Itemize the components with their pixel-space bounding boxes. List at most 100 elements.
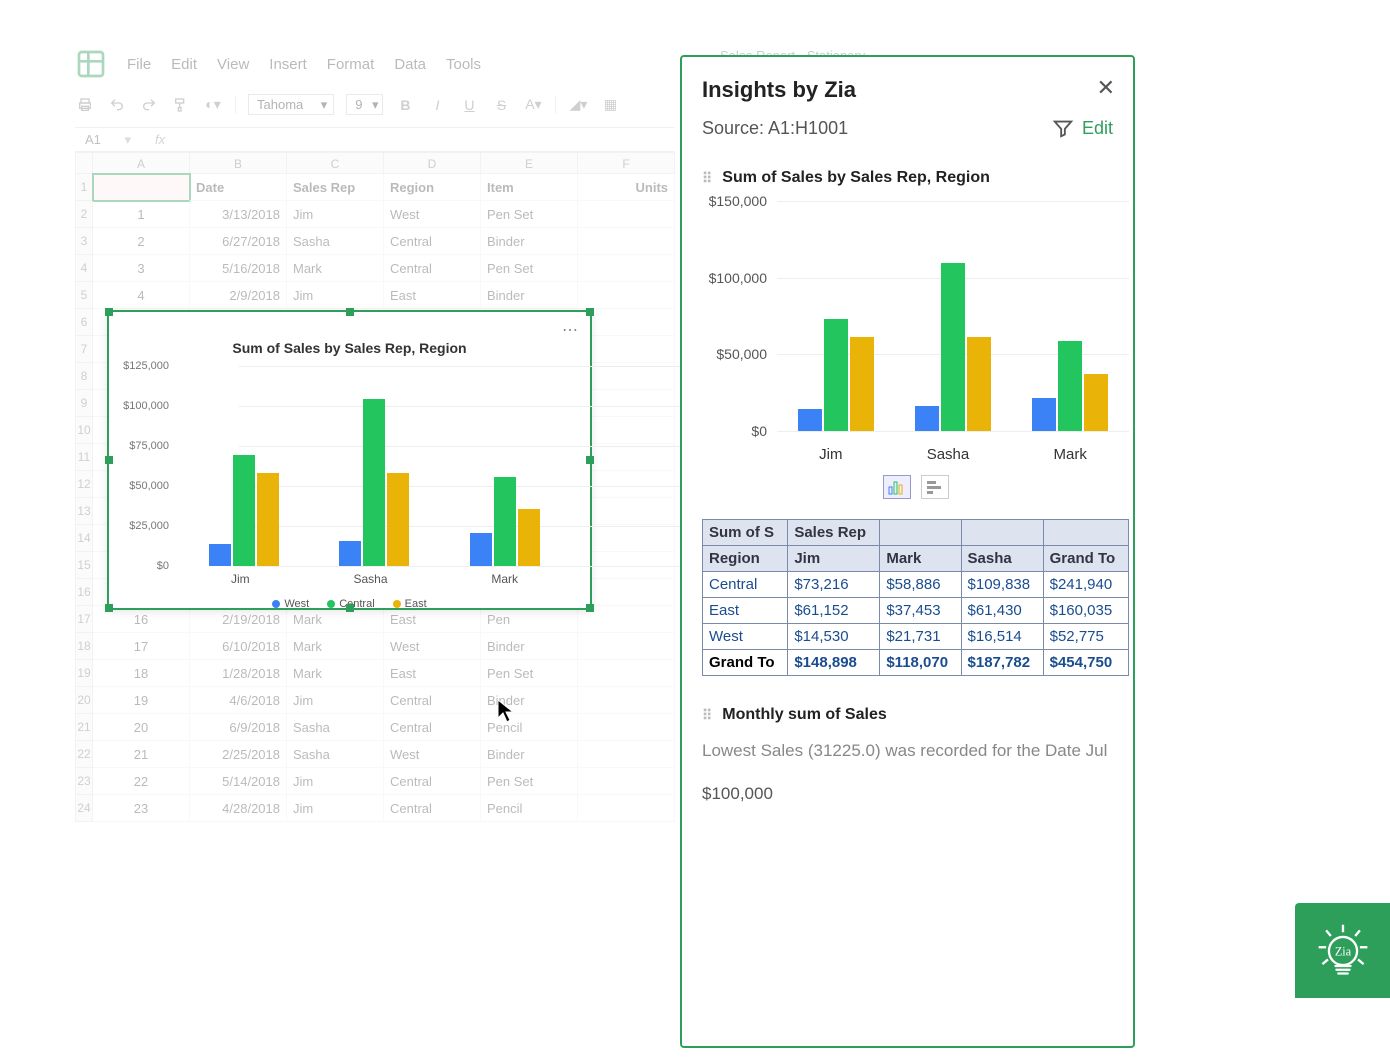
menu-file[interactable]: File <box>127 56 151 73</box>
cell[interactable]: Region <box>384 174 481 201</box>
cell[interactable] <box>578 579 675 606</box>
cell[interactable]: Pen Set <box>481 768 578 795</box>
cell[interactable] <box>578 741 675 768</box>
cell[interactable]: Jim <box>287 201 384 228</box>
cell[interactable]: Mark <box>287 660 384 687</box>
cell[interactable]: Pen <box>481 606 578 633</box>
col-header[interactable]: C <box>287 152 384 174</box>
cell[interactable]: West <box>384 201 481 228</box>
cell[interactable]: Central <box>384 714 481 741</box>
cell[interactable]: Pencil <box>481 714 578 741</box>
close-icon[interactable]: ✕ <box>1097 75 1115 101</box>
cell[interactable]: Date <box>190 174 287 201</box>
row-header[interactable]: 13 <box>75 498 93 525</box>
cell[interactable]: Binder <box>481 633 578 660</box>
cell[interactable] <box>578 282 675 309</box>
cell[interactable] <box>578 255 675 282</box>
edit-button[interactable]: Edit <box>1052 117 1113 139</box>
cell[interactable]: 23 <box>93 795 190 822</box>
fill-color-icon[interactable]: ◢▾ <box>568 95 588 115</box>
row-header[interactable]: 1 <box>75 174 93 201</box>
cell[interactable]: East <box>384 606 481 633</box>
cell[interactable] <box>578 390 675 417</box>
col-header[interactable]: B <box>190 152 287 174</box>
cell[interactable]: Binder <box>481 741 578 768</box>
underline-icon[interactable]: U <box>459 95 479 115</box>
cell[interactable]: West <box>384 633 481 660</box>
cell[interactable]: Mark <box>287 606 384 633</box>
col-header[interactable]: A <box>93 152 190 174</box>
text-color-icon[interactable]: A▾ <box>523 95 543 115</box>
cell[interactable]: Pen Set <box>481 201 578 228</box>
embedded-chart[interactable]: ⋯ Sum of Sales by Sales Rep, Region $125… <box>107 310 592 610</box>
row-header[interactable]: 7 <box>75 336 93 363</box>
row-header[interactable]: 6 <box>75 309 93 336</box>
cell[interactable]: Mark <box>287 633 384 660</box>
menu-view[interactable]: View <box>217 56 249 73</box>
cell[interactable]: Central <box>384 228 481 255</box>
cell[interactable] <box>578 633 675 660</box>
cell[interactable] <box>578 498 675 525</box>
cell[interactable]: West <box>384 741 481 768</box>
cell[interactable]: Jim <box>287 687 384 714</box>
cell[interactable] <box>93 174 190 201</box>
borders-icon[interactable]: ▦ <box>600 95 620 115</box>
cell[interactable]: Central <box>384 795 481 822</box>
menu-data[interactable]: Data <box>394 56 426 73</box>
cell[interactable] <box>578 363 675 390</box>
strike-icon[interactable]: S <box>491 95 511 115</box>
cell[interactable]: 1 <box>93 201 190 228</box>
cell[interactable]: 5/16/2018 <box>190 255 287 282</box>
cell[interactable]: Pen Set <box>481 660 578 687</box>
bold-icon[interactable]: B <box>395 95 415 115</box>
cell[interactable]: 22 <box>93 768 190 795</box>
cell[interactable]: 2 <box>93 228 190 255</box>
cell[interactable] <box>578 714 675 741</box>
row-header[interactable]: 21 <box>75 714 93 741</box>
row-header[interactable]: 9 <box>75 390 93 417</box>
row-header[interactable]: 12 <box>75 471 93 498</box>
cell[interactable] <box>578 471 675 498</box>
font-size-select[interactable]: 9 ▾ <box>346 94 383 115</box>
cell[interactable] <box>578 687 675 714</box>
row-header[interactable]: 3 <box>75 228 93 255</box>
row-header[interactable]: 17 <box>75 606 93 633</box>
cell[interactable]: 2/25/2018 <box>190 741 287 768</box>
cell[interactable] <box>578 336 675 363</box>
resize-handle[interactable] <box>346 308 354 316</box>
menu-format[interactable]: Format <box>327 56 375 73</box>
row-header[interactable]: 11 <box>75 444 93 471</box>
cell[interactable] <box>578 768 675 795</box>
cell[interactable] <box>578 525 675 552</box>
row-header[interactable]: 16 <box>75 579 93 606</box>
cell[interactable]: 21 <box>93 741 190 768</box>
cell[interactable] <box>578 201 675 228</box>
cell[interactable] <box>578 660 675 687</box>
undo-icon[interactable] <box>107 95 127 115</box>
row-header[interactable]: 23 <box>75 768 93 795</box>
cell[interactable]: 3/13/2018 <box>190 201 287 228</box>
cell[interactable]: Item <box>481 174 578 201</box>
cell[interactable]: Sales Rep <box>287 174 384 201</box>
cell[interactable]: 1/28/2018 <box>190 660 287 687</box>
bar-chart-icon[interactable] <box>921 475 949 499</box>
row-header[interactable]: 20 <box>75 687 93 714</box>
cell[interactable]: Jim <box>287 768 384 795</box>
cell[interactable]: 4/28/2018 <box>190 795 287 822</box>
cell[interactable]: Binder <box>481 282 578 309</box>
drag-handle-icon[interactable]: ⠿ <box>702 707 712 724</box>
chart-menu-icon[interactable]: ⋯ <box>562 320 580 340</box>
cell[interactable]: 18 <box>93 660 190 687</box>
resize-handle[interactable] <box>586 308 594 316</box>
col-header[interactable]: F <box>578 152 675 174</box>
menu-insert[interactable]: Insert <box>269 56 307 73</box>
cell[interactable] <box>578 417 675 444</box>
select-all-corner[interactable] <box>75 152 93 174</box>
cell[interactable]: 5/14/2018 <box>190 768 287 795</box>
cell[interactable]: 2/9/2018 <box>190 282 287 309</box>
resize-handle[interactable] <box>586 604 594 612</box>
format-painter-icon[interactable] <box>171 95 191 115</box>
row-header[interactable]: 5 <box>75 282 93 309</box>
italic-icon[interactable]: I <box>427 95 447 115</box>
resize-handle[interactable] <box>105 604 113 612</box>
